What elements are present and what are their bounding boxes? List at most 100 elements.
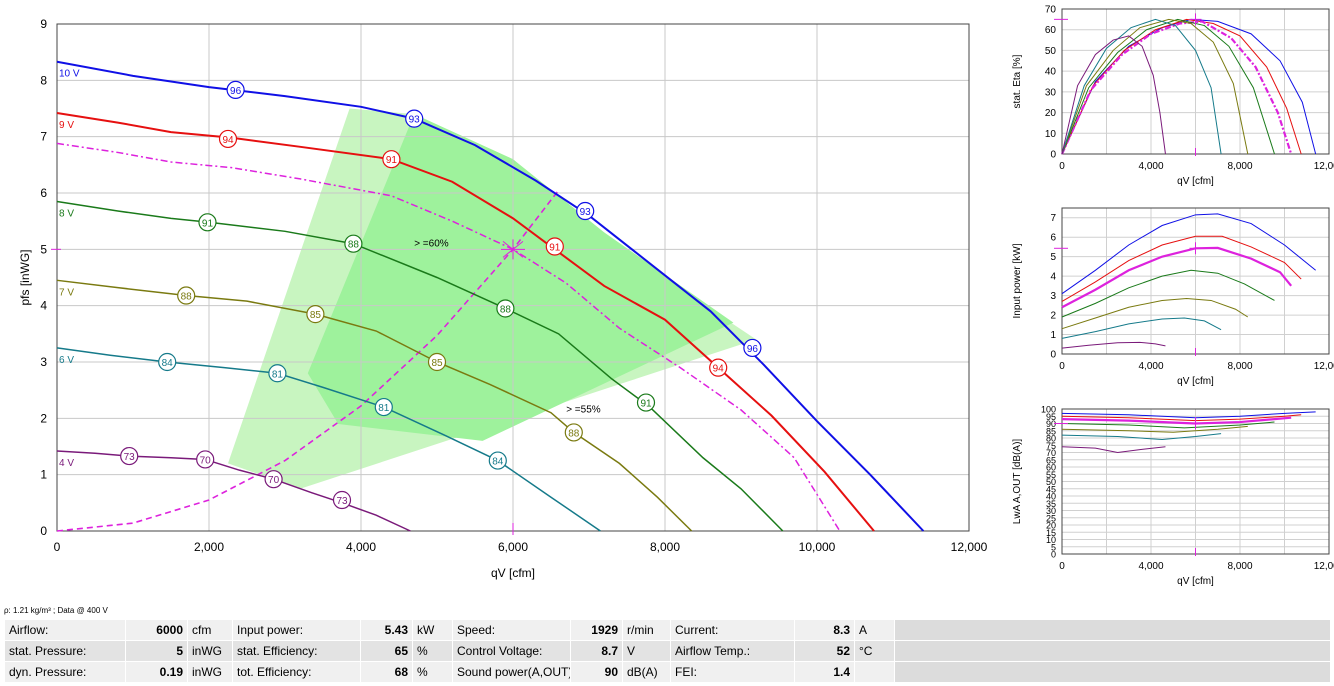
sound-marker-circle bbox=[382, 150, 401, 169]
x-tick-label: 2,000 bbox=[194, 540, 224, 554]
series-line-4 bbox=[1061, 425, 1248, 433]
cell-unit: cfm bbox=[187, 619, 233, 641]
y-tick-label: 100 bbox=[1041, 405, 1056, 415]
sound-marker-circle bbox=[709, 358, 728, 377]
y-tick-label: 0 bbox=[1051, 550, 1056, 560]
y-tick-label: 40 bbox=[1045, 67, 1057, 78]
x-tick-label: 0 bbox=[54, 540, 61, 554]
sound-marker-circle bbox=[576, 201, 595, 221]
y-tick-label: 50 bbox=[1045, 46, 1057, 57]
sound-marker-label: 93 bbox=[409, 115, 421, 126]
y-tick-label: 95 bbox=[1046, 412, 1056, 422]
x-tick-label: 12,000 bbox=[1314, 161, 1334, 172]
y-tick-label: 60 bbox=[1045, 25, 1057, 36]
x-axis-label: qV [cfm] bbox=[1177, 576, 1214, 587]
sound-marker-circle bbox=[306, 305, 325, 324]
cell-label: tot. Efficiency: bbox=[232, 661, 361, 683]
y-tick-label: 35 bbox=[1046, 499, 1056, 509]
sound-marker-circle bbox=[488, 451, 507, 470]
sound-marker-circle bbox=[344, 234, 363, 253]
sound-marker-label: 91 bbox=[202, 218, 214, 229]
x-tick-label: 4,000 bbox=[1138, 361, 1163, 372]
cell-label: Airflow: bbox=[4, 619, 126, 641]
cell-value: 8.7 bbox=[570, 640, 623, 662]
y-tick-label: 40 bbox=[1046, 492, 1056, 502]
y-tick-label: 7 bbox=[40, 130, 47, 144]
x-tick-label: 4,000 bbox=[346, 540, 376, 554]
table-row: stat. Pressure: 5 inWG stat. Efficiency: 65%… bbox=[4, 640, 1331, 662]
operating-point-table: Airflow: 6000 cfm Input power: 5.43 kW Speed: 1… bbox=[4, 619, 1331, 683]
cell-unit: dB(A) bbox=[622, 661, 671, 683]
speed-curve-4v bbox=[56, 450, 411, 532]
sound-marker-circle bbox=[405, 109, 424, 128]
y-tick-label: 5 bbox=[1050, 252, 1056, 263]
x-tick-label: 6,000 bbox=[498, 540, 528, 554]
y-tick-label: 0 bbox=[1050, 150, 1056, 161]
speed-curve-label: 4 V bbox=[59, 458, 74, 469]
cell-value: 65 bbox=[360, 640, 413, 662]
x-tick-label: 12,000 bbox=[1314, 561, 1334, 572]
sound-marker-circle bbox=[545, 237, 564, 256]
y-tick-label: 30 bbox=[1046, 506, 1056, 516]
sound-marker-label: 88 bbox=[568, 428, 580, 439]
density-footnote: ρ: 1.21 kg/m³ ; Data @ 400 V bbox=[4, 606, 108, 615]
speed-curve-label: 10 V bbox=[59, 69, 80, 80]
cell-value: 8.3 bbox=[794, 619, 855, 641]
cell-unit: °C bbox=[854, 640, 895, 662]
speed-curve-9v bbox=[56, 112, 875, 532]
x-tick-label: 4,000 bbox=[1138, 561, 1163, 572]
speed-curve-label: 7 V bbox=[59, 287, 74, 298]
sound-marker-label: 96 bbox=[230, 86, 242, 97]
y-tick-label: 15 bbox=[1046, 528, 1056, 538]
series-line-6 bbox=[1061, 35, 1166, 155]
cell-unit: V bbox=[622, 640, 671, 662]
efficiency-region-1 bbox=[307, 114, 734, 441]
region-60-label: > =60% bbox=[414, 239, 449, 250]
table-filler bbox=[894, 619, 1331, 641]
series-line-1 bbox=[1061, 235, 1302, 302]
sound-marker-circle bbox=[332, 490, 352, 510]
sound-marker-circle bbox=[564, 423, 583, 442]
y-tick-label: 50 bbox=[1046, 477, 1056, 487]
sound-marker-label: 96 bbox=[747, 344, 759, 355]
y-tick-label: 5 bbox=[40, 242, 47, 256]
sound-marker-label: 91 bbox=[386, 155, 398, 166]
sound-marker-label: 91 bbox=[640, 399, 652, 410]
x-tick-label: 12,000 bbox=[1314, 361, 1334, 372]
speed-curve-label: 8 V bbox=[59, 208, 74, 219]
series-line-6 bbox=[1061, 446, 1166, 454]
cell-label: Sound power(A,OUT): bbox=[452, 661, 571, 683]
cell-label: Airflow Temp.: bbox=[670, 640, 795, 662]
series-line-2 bbox=[1061, 416, 1292, 425]
cell-unit: r/min bbox=[622, 619, 671, 641]
series-line-5 bbox=[1061, 18, 1222, 155]
y-tick-label: 0 bbox=[1050, 350, 1056, 361]
series-line-0 bbox=[1061, 213, 1316, 295]
x-tick-label: 0 bbox=[1059, 361, 1065, 372]
cell-value: 68 bbox=[360, 661, 413, 683]
cell-unit: kW bbox=[412, 619, 453, 641]
fan-curve-chart: 0 2,000 4,000 6,000 8,000 10,000 12,000 0 1 2 3 4 5 6… bbox=[18, 17, 988, 580]
sound-marker-circle bbox=[226, 80, 245, 100]
x-axis-label: qV [cfm] bbox=[1177, 376, 1214, 387]
series-line-0 bbox=[1061, 411, 1316, 419]
y-tick-label: 10 bbox=[1046, 535, 1056, 545]
y-tick-label: 70 bbox=[1046, 448, 1056, 458]
cell-value: 0.19 bbox=[125, 661, 188, 683]
cell-label: dyn. Pressure: bbox=[4, 661, 126, 683]
y-tick-label: 45 bbox=[1046, 484, 1056, 494]
series-line-4 bbox=[1061, 18, 1249, 155]
sound-marker-label: 70 bbox=[268, 475, 280, 486]
speed-curve-label: 9 V bbox=[59, 120, 74, 131]
cell-unit: inWG bbox=[187, 661, 233, 683]
cell-label: stat. Efficiency: bbox=[232, 640, 361, 662]
region-55-label: > =55% bbox=[566, 405, 601, 416]
x-tick-label: 4,000 bbox=[1138, 161, 1163, 172]
y-tick-label: 25 bbox=[1046, 513, 1056, 523]
sound-marker-circle bbox=[198, 213, 217, 232]
cell-value: 5 bbox=[125, 640, 188, 662]
sound-marker-circle bbox=[264, 470, 283, 489]
cell-label: Current: bbox=[670, 619, 795, 641]
y-tick-label: 70 bbox=[1045, 5, 1057, 16]
cell-unit: A bbox=[854, 619, 895, 641]
